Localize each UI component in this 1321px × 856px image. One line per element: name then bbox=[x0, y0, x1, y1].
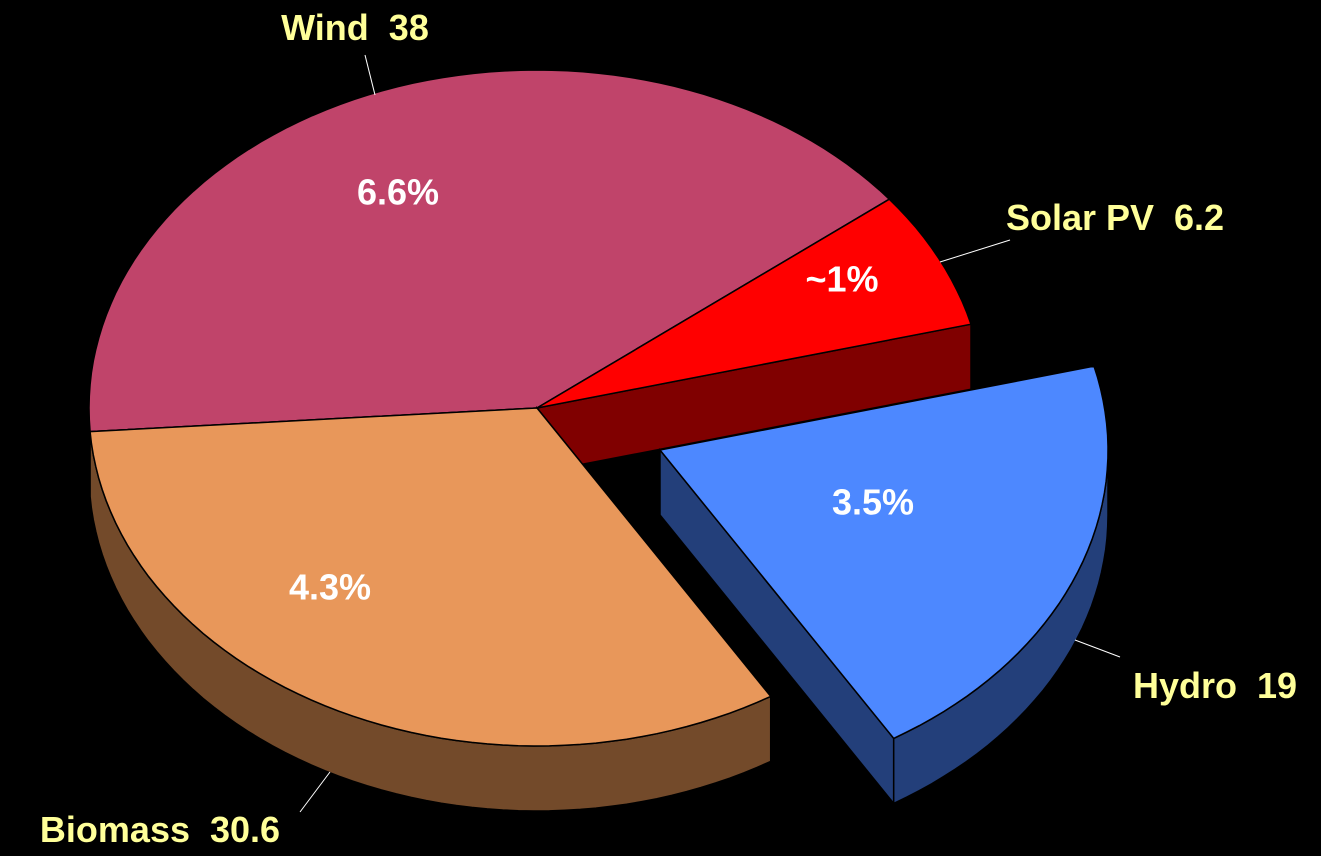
slice bbox=[89, 405, 772, 812]
slice-value: 6.2 bbox=[1174, 197, 1224, 238]
slice-value: 30.6 bbox=[210, 809, 280, 850]
slice-label: Biomass 30.6 bbox=[40, 809, 280, 850]
category-name: Biomass bbox=[40, 809, 190, 850]
leader-line bbox=[364, 54, 376, 96]
slice-label: Wind 38 bbox=[281, 7, 429, 48]
leader-line bbox=[299, 771, 331, 813]
slice-top bbox=[536, 198, 973, 409]
slice-top bbox=[658, 365, 1109, 740]
leader-line bbox=[1074, 639, 1121, 658]
slice-top bbox=[89, 407, 772, 747]
slice-label: Solar PV 6.2 bbox=[1006, 197, 1224, 238]
leader-line bbox=[939, 239, 1011, 263]
share-label: 6.6% bbox=[357, 172, 439, 213]
slice-top bbox=[88, 69, 891, 433]
slice-label: Hydro 19 bbox=[1133, 665, 1297, 706]
share-label: ~1% bbox=[805, 259, 878, 300]
slice bbox=[536, 197, 973, 475]
share-label: 4.3% bbox=[289, 567, 371, 608]
slice-value: 19 bbox=[1257, 665, 1297, 706]
category-name: Hydro bbox=[1133, 665, 1237, 706]
slice bbox=[658, 365, 1109, 806]
slice-value: 38 bbox=[389, 7, 429, 48]
category-name: Wind bbox=[281, 7, 369, 48]
share-label: 3.5% bbox=[832, 482, 914, 523]
category-name: Solar PV bbox=[1006, 197, 1154, 238]
